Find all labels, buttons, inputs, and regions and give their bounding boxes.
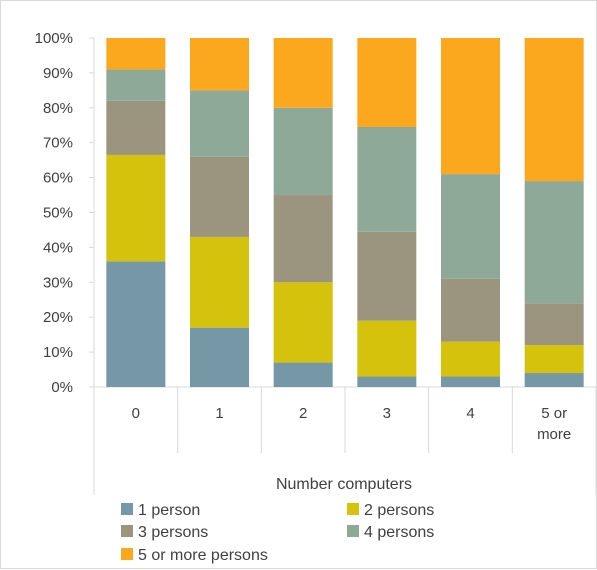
bar-segment — [106, 38, 166, 70]
x-tick-label: 2 — [299, 405, 307, 422]
y-tick-label: 50% — [43, 205, 73, 222]
y-tick-label: 0% — [51, 379, 73, 396]
bar-segment — [441, 174, 500, 279]
bar-segment — [273, 195, 333, 283]
x-tick-label: 4 — [466, 405, 474, 422]
bar-segment — [524, 303, 584, 346]
x-tick-label: 5 or more — [537, 405, 571, 443]
y-tick-label: 80% — [43, 100, 73, 117]
legend-label: 3 persons — [138, 524, 208, 541]
bar-segment — [106, 261, 166, 387]
y-tick-label: 90% — [43, 65, 73, 82]
bar-segment — [357, 376, 417, 387]
legend-label: 4 persons — [364, 524, 434, 541]
x-axis-title: Number computers — [276, 476, 412, 493]
y-tick-label: 70% — [43, 135, 73, 152]
legend: 1 person 2 persons 3 persons 4 persons 5 or … — [121, 502, 434, 564]
legend-swatch — [121, 525, 133, 537]
y-tick-label: 60% — [43, 170, 73, 187]
bar-segment — [190, 90, 249, 157]
y-tick-label: 40% — [43, 239, 73, 256]
bar-segment — [273, 282, 333, 363]
bar-segment — [190, 327, 249, 387]
y-tick-label: 10% — [43, 344, 73, 361]
x-tick-label: 1 — [215, 405, 223, 422]
bar-segment — [524, 38, 584, 182]
x-tick-label: 0 — [132, 405, 140, 422]
legend-label: 1 person — [138, 502, 200, 519]
axes — [89, 37, 597, 495]
bar-segment — [357, 231, 417, 321]
bars — [106, 38, 584, 387]
bar-segment — [524, 373, 584, 387]
bar-segment — [273, 38, 333, 108]
legend-label: 2 persons — [364, 502, 434, 519]
bar-segment — [106, 69, 166, 101]
bar-segment — [441, 38, 500, 175]
bar-segment — [441, 341, 500, 377]
bar-segment — [273, 362, 333, 387]
bar-segment — [441, 376, 500, 387]
bar-segment — [524, 181, 584, 304]
bar-segment — [357, 320, 417, 377]
legend-swatch — [347, 503, 359, 515]
bar-segment — [273, 107, 333, 196]
legend-swatch — [121, 503, 133, 515]
y-tick-label: 20% — [43, 309, 73, 326]
legend-swatch — [121, 548, 133, 560]
bar-segment — [357, 38, 417, 127]
y-tick-label: 30% — [43, 274, 73, 291]
x-tick-label: 3 — [383, 405, 391, 422]
bar-segment — [190, 156, 249, 237]
legend-label: 5 or more persons — [138, 547, 268, 564]
y-tick-labels: 0% 10% 20% 30% 40% 50% 60% 70% 80% 90% 100% — [35, 30, 73, 396]
x-tick-labels: 0 1 2 3 4 5 or more — [132, 405, 572, 443]
bar-segment — [357, 126, 417, 232]
bar-segment — [106, 100, 166, 155]
bar-segment — [441, 278, 500, 342]
legend-swatch — [347, 525, 359, 537]
bar-segment — [106, 154, 166, 262]
y-tick-label: 100% — [35, 30, 73, 47]
bar-segment — [190, 38, 249, 91]
bar-segment — [190, 236, 249, 328]
bar-segment — [524, 345, 584, 374]
